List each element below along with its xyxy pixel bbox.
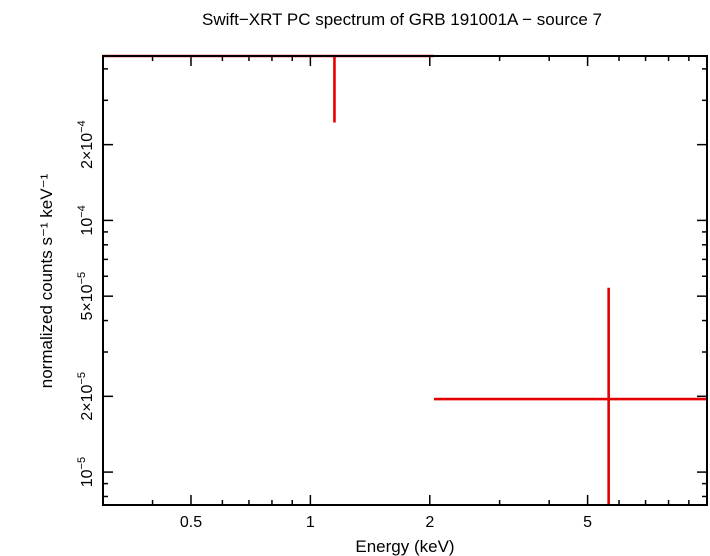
x-tick-label: 2 bbox=[425, 514, 434, 531]
data-series bbox=[103, 54, 707, 505]
data-point bbox=[434, 287, 707, 505]
y-tick-label: 10−4 bbox=[76, 205, 96, 235]
y-tick-label: 2×10−5 bbox=[76, 372, 96, 421]
y-tick-label: 5×10−5 bbox=[76, 272, 96, 321]
x-tick-label: 5 bbox=[583, 514, 592, 531]
plot-frame bbox=[102, 55, 708, 506]
x-tick-label: 0.5 bbox=[180, 514, 202, 531]
axis-tick-labels: 0.5 1 2 5 10−5 2×10−5 5×10−5 10−4 2×10−4 bbox=[76, 120, 592, 531]
y-tick-label: 10−5 bbox=[76, 457, 96, 487]
chart-title: Swift−XRT PC spectrum of GRB 191001A − s… bbox=[202, 10, 602, 29]
x-tick-label: 1 bbox=[306, 514, 315, 531]
data-point bbox=[103, 54, 435, 123]
axis-ticks bbox=[102, 56, 708, 505]
y-axis-label: normalized counts s⁻¹ keV⁻¹ bbox=[37, 173, 56, 388]
x-axis-label: Energy (keV) bbox=[355, 537, 454, 556]
y-tick-label: 2×10−4 bbox=[76, 120, 96, 169]
